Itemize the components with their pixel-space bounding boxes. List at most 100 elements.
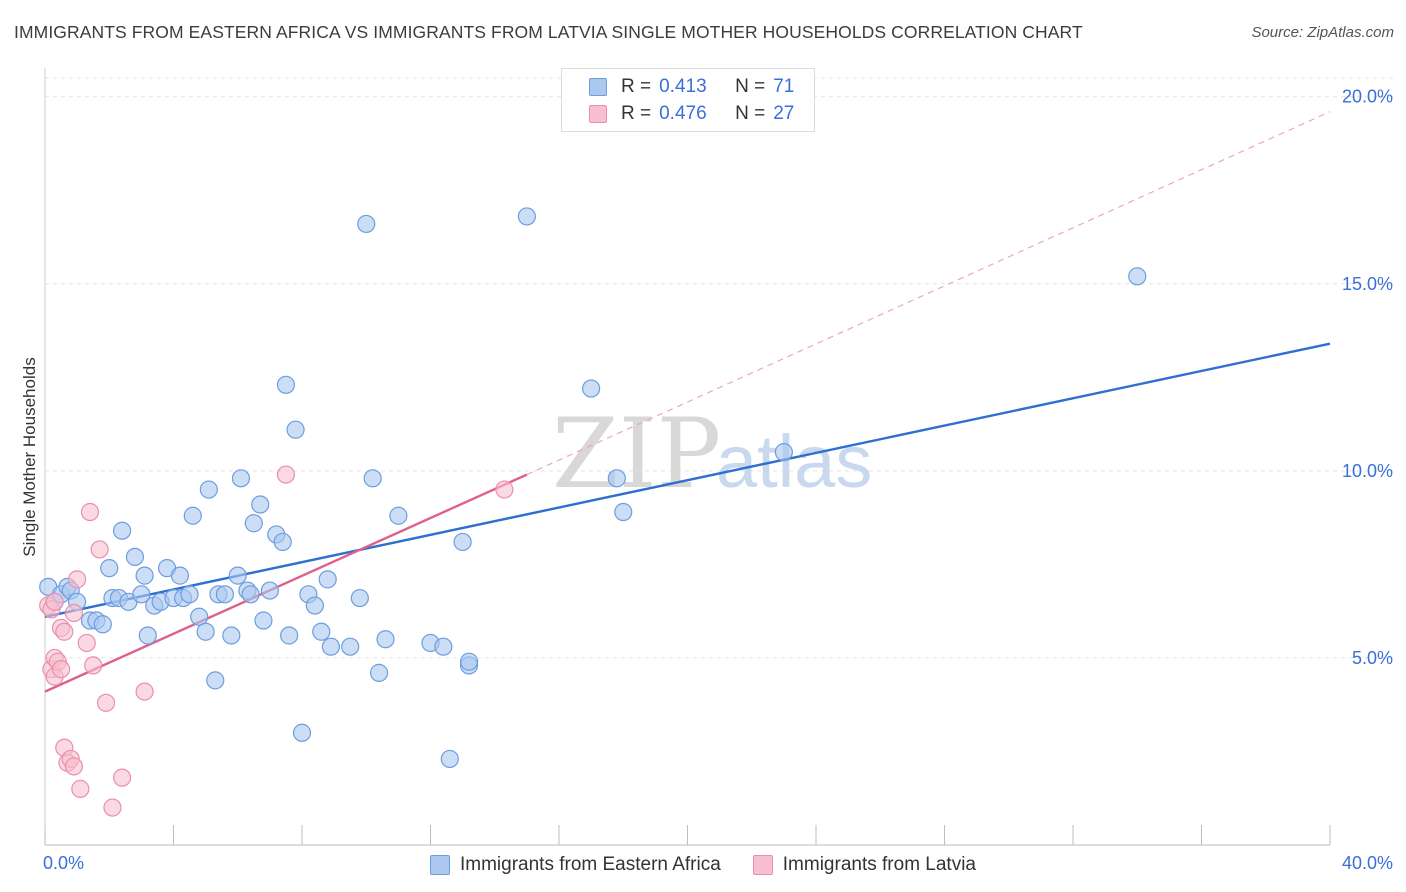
latvia-point bbox=[96, 693, 116, 712]
eastern-africa-point bbox=[305, 596, 324, 615]
legend-item-latvia[interactable]: Immigrants from Latvia bbox=[752, 854, 977, 876]
eastern-africa-point bbox=[370, 663, 389, 682]
latvia-point bbox=[77, 633, 96, 653]
blue-swatch-icon bbox=[429, 855, 450, 875]
eastern-africa-point bbox=[260, 581, 279, 600]
trend-lines bbox=[44, 111, 1331, 693]
n-label: N = bbox=[735, 75, 766, 97]
eastern-africa-point bbox=[215, 585, 234, 604]
latvia-trend-line bbox=[44, 473, 528, 693]
x-tick-label: 0.0% bbox=[43, 853, 84, 873]
eastern-africa-point bbox=[774, 443, 793, 462]
latvia-point bbox=[51, 660, 71, 679]
latvia-point bbox=[135, 682, 154, 701]
legend-row-eastern-africa: R = 0.413 N = 71 bbox=[562, 73, 794, 100]
eastern-africa-point bbox=[180, 585, 199, 604]
latvia-point bbox=[68, 570, 87, 589]
watermark-zip: ZIP bbox=[552, 398, 721, 510]
eastern-africa-point bbox=[318, 570, 337, 589]
eastern-africa-point bbox=[517, 207, 536, 226]
blue-swatch-icon bbox=[589, 77, 607, 96]
eastern-africa-point bbox=[434, 637, 453, 656]
legend-label: Immigrants from Eastern Africa bbox=[459, 854, 721, 875]
latvia-point bbox=[45, 592, 64, 611]
latvia-point bbox=[55, 622, 74, 641]
r-label: R = bbox=[621, 102, 652, 124]
pink-swatch-icon bbox=[589, 104, 607, 123]
grid-lines bbox=[45, 77, 1395, 659]
eastern-africa-point bbox=[125, 547, 145, 567]
eastern-africa-point bbox=[280, 626, 299, 645]
eastern-africa-point bbox=[312, 622, 331, 641]
y-tick-label: 10.0% bbox=[1342, 461, 1393, 481]
y-tick-label: 20.0% bbox=[1342, 87, 1393, 107]
n-value: 27 bbox=[773, 102, 795, 124]
eastern-africa-point bbox=[607, 469, 626, 488]
eastern-africa-point bbox=[132, 585, 151, 604]
eastern-africa-point bbox=[199, 480, 218, 499]
eastern-africa-point bbox=[453, 532, 472, 552]
eastern-africa-point bbox=[241, 585, 260, 604]
tick-labels: 5.0% 10.0% 15.0% 20.0% 0.0% 40.0% bbox=[43, 87, 1393, 873]
y-tick-label: 15.0% bbox=[1342, 274, 1393, 294]
eastern-africa-point bbox=[341, 637, 360, 656]
eastern-africa-point bbox=[206, 671, 225, 690]
latvia-point bbox=[276, 465, 296, 484]
series-legend: Immigrants from Eastern Africa Immigrant… bbox=[0, 852, 1406, 878]
legend-row-latvia: R = 0.476 N = 27 bbox=[562, 100, 794, 127]
watermark: ZIP atlas bbox=[552, 398, 872, 510]
eastern-africa-point bbox=[112, 521, 132, 540]
latvia-point bbox=[103, 798, 122, 817]
legend-label: Immigrants from Latvia bbox=[782, 854, 977, 875]
chart-title: IMMIGRANTS FROM EASTERN AFRICA VS IMMIGR… bbox=[14, 22, 1083, 42]
n-value: 71 bbox=[773, 75, 795, 97]
latvia-point bbox=[64, 603, 84, 623]
eastern-africa-point bbox=[440, 749, 459, 769]
eastern-africa-point bbox=[357, 214, 376, 234]
eastern-africa-point bbox=[350, 588, 369, 608]
y-tick-label: 5.0% bbox=[1352, 648, 1393, 668]
latvia-point bbox=[80, 502, 100, 522]
r-value: 0.476 bbox=[659, 102, 707, 124]
source-label: Source: ZipAtlas.com bbox=[1251, 24, 1394, 41]
pink-swatch-icon bbox=[752, 855, 773, 875]
eastern-africa-point bbox=[276, 375, 296, 394]
eastern-africa-point bbox=[254, 611, 273, 630]
eastern-africa-point bbox=[196, 622, 215, 641]
eastern-africa-point bbox=[231, 469, 251, 488]
axes bbox=[44, 68, 1331, 846]
eastern-africa-point bbox=[614, 502, 633, 522]
eastern-africa-point bbox=[93, 615, 112, 634]
watermark-atlas: atlas bbox=[716, 420, 872, 503]
latvia-point bbox=[90, 540, 109, 559]
data-points bbox=[39, 207, 1147, 817]
eastern-africa-point bbox=[286, 420, 305, 439]
legend-item-eastern-africa[interactable]: Immigrants from Eastern Africa bbox=[429, 854, 721, 876]
latvia-point bbox=[84, 656, 103, 675]
eastern-africa-point bbox=[363, 469, 382, 488]
eastern-africa-point bbox=[459, 652, 479, 671]
eastern-africa-point bbox=[135, 566, 154, 585]
eastern-africa-point bbox=[321, 637, 341, 656]
eastern-africa-point bbox=[100, 559, 119, 578]
r-value: 0.413 bbox=[659, 75, 707, 97]
latvia-point bbox=[64, 757, 84, 776]
eastern-africa-point bbox=[292, 723, 312, 742]
eastern-africa-point bbox=[582, 379, 601, 398]
n-label: N = bbox=[735, 102, 766, 124]
r-label: R = bbox=[621, 75, 652, 97]
eastern-africa-point bbox=[244, 514, 263, 533]
eastern-africa-point bbox=[183, 506, 202, 525]
latvia-trend-extension bbox=[526, 111, 1331, 476]
eastern-africa-point bbox=[138, 626, 157, 645]
correlation-legend: R = 0.413 N = 71 R = 0.476 N = 27 bbox=[561, 68, 815, 132]
eastern-africa-point bbox=[273, 532, 292, 552]
eastern-africa-point bbox=[190, 607, 209, 626]
eastern-africa-point bbox=[389, 506, 408, 525]
latvia-point bbox=[112, 768, 132, 787]
eastern-africa-point bbox=[170, 566, 190, 585]
eastern-africa-point bbox=[222, 626, 241, 645]
eastern-africa-point bbox=[228, 566, 247, 585]
eastern-africa-point bbox=[1128, 267, 1147, 286]
